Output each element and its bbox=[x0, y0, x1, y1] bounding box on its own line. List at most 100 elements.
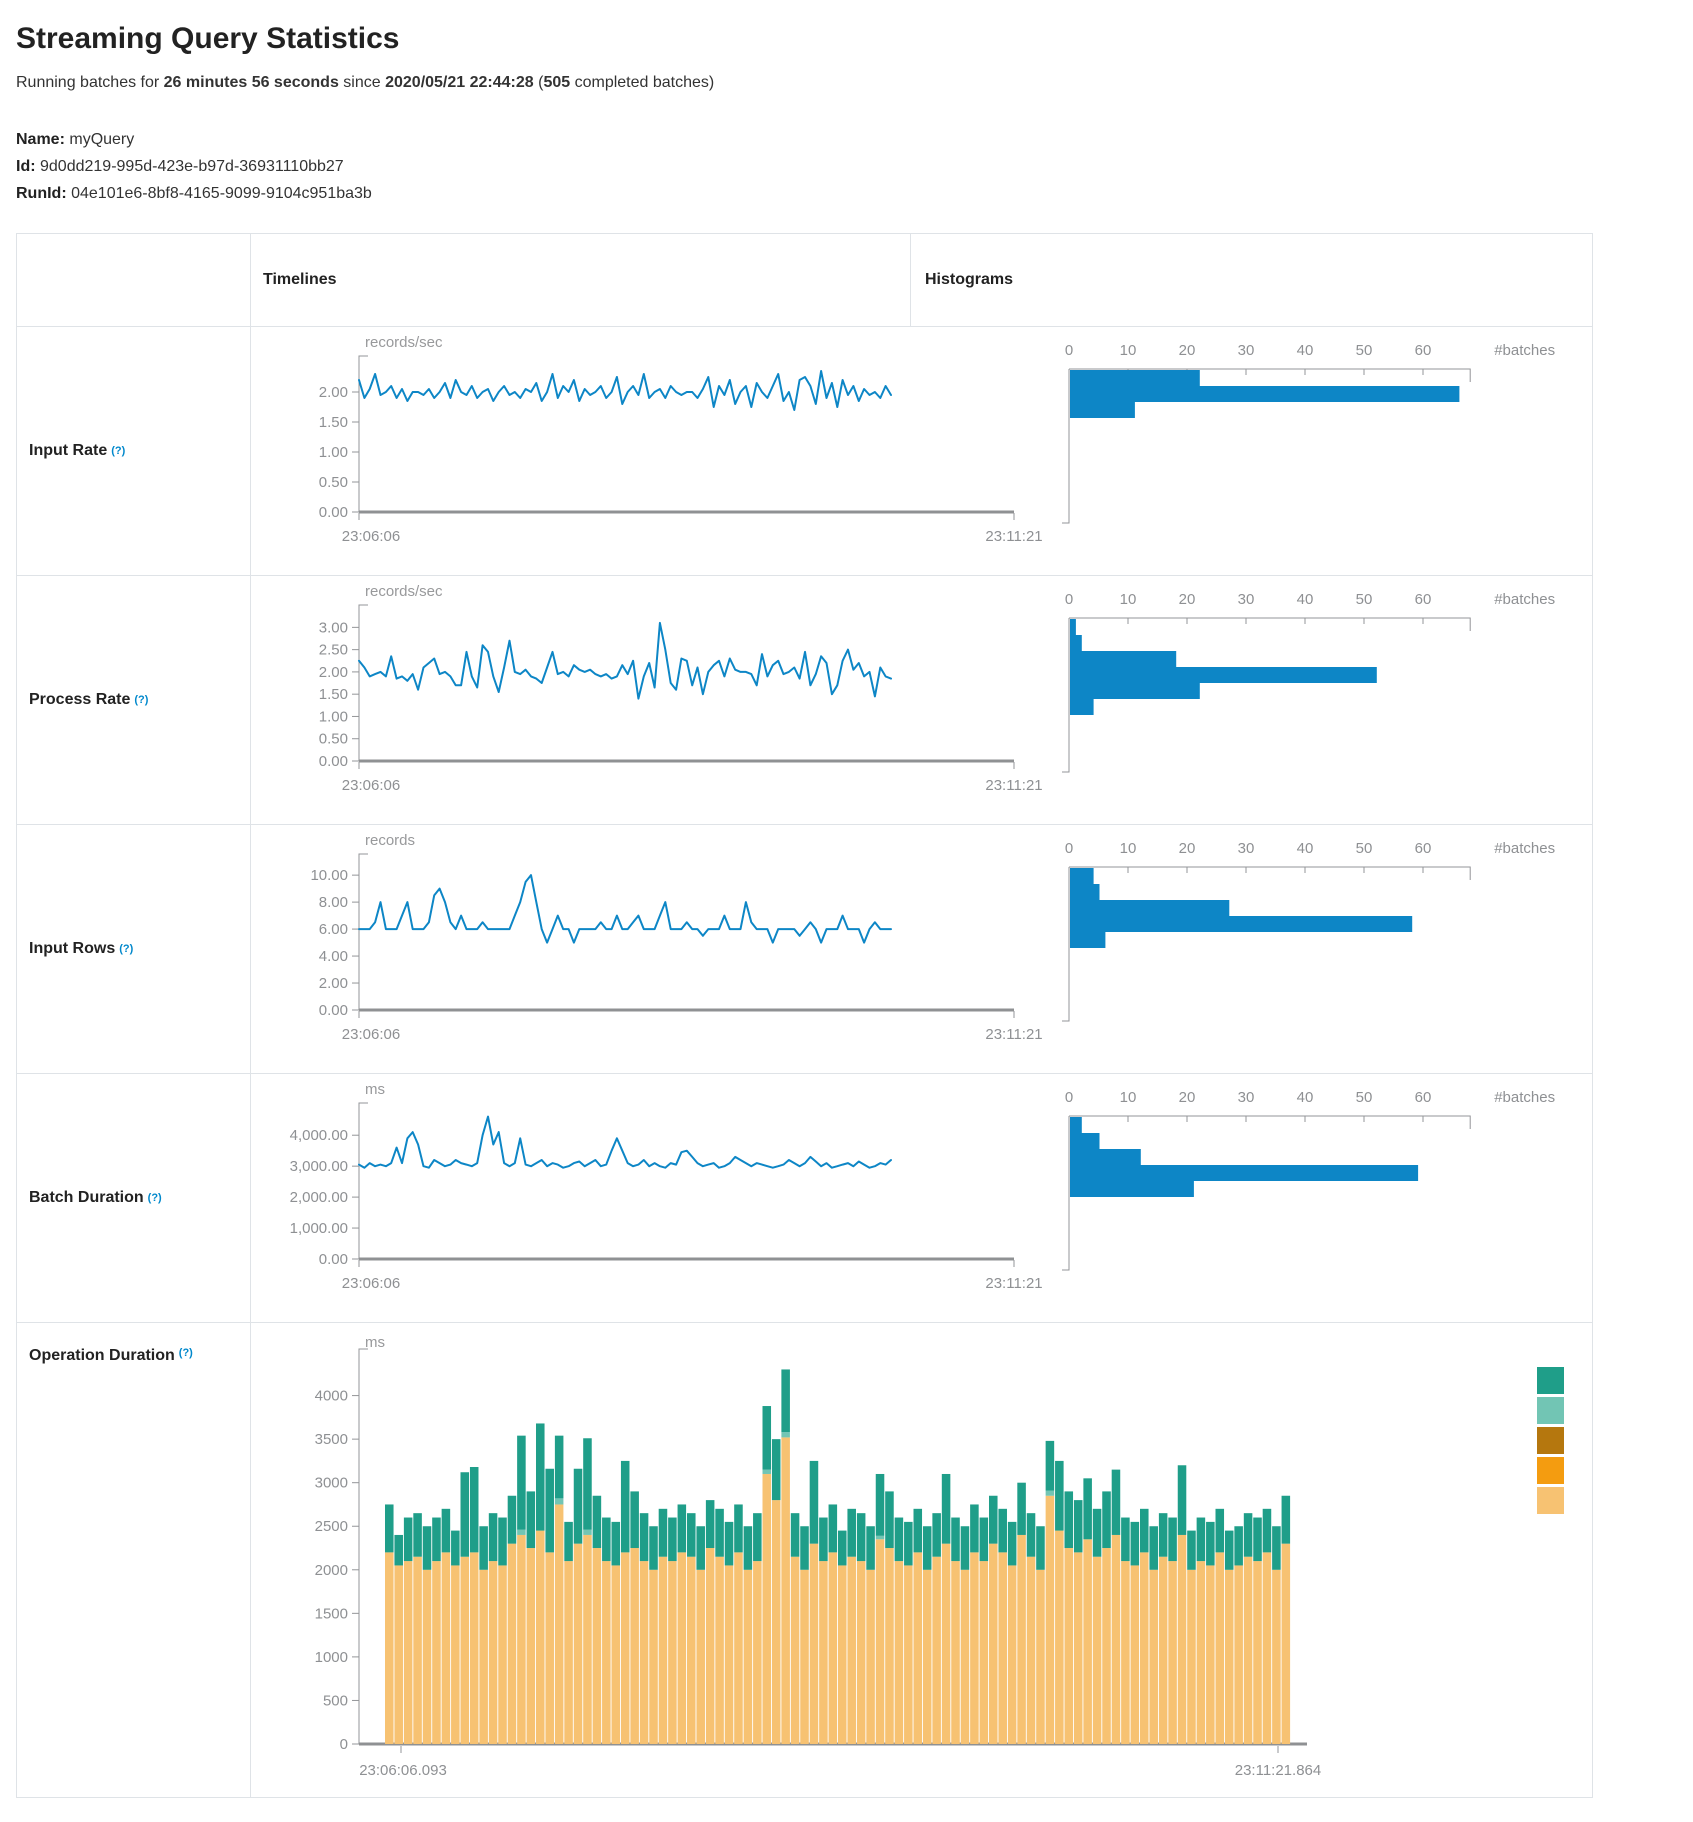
summary-batch-count: 505 bbox=[543, 74, 571, 91]
svg-text:2.00: 2.00 bbox=[319, 384, 348, 401]
table-header-row: Timelines Histograms bbox=[17, 234, 1592, 327]
table-row-process-rate: Process Rate (?) records/sec 0.00 0.50 1.00 1… bbox=[17, 576, 1592, 825]
svg-text:40: 40 bbox=[1297, 840, 1314, 857]
metric-label-text: Operation Duration bbox=[29, 1347, 175, 1364]
svg-text:4.00: 4.00 bbox=[319, 948, 348, 965]
query-id-value: 9d0dd219-995d-423e-b97d-36931110bb27 bbox=[40, 158, 344, 175]
query-runid-line: RunId: 04e101e6-8bf8-4165-9099-9104c951b… bbox=[16, 180, 1677, 207]
query-name-label: Name: bbox=[16, 131, 65, 148]
svg-text:23:11:21: 23:11:21 bbox=[985, 777, 1042, 794]
svg-text:23:11:21: 23:11:21 bbox=[985, 1026, 1042, 1043]
legend-swatch bbox=[1537, 1397, 1564, 1424]
svg-text:30: 30 bbox=[1238, 591, 1255, 608]
query-runid-label: RunId: bbox=[16, 185, 67, 202]
svg-text:#batches: #batches bbox=[1494, 342, 1555, 359]
metric-label-text: Input Rows bbox=[29, 940, 116, 957]
svg-text:1.50: 1.50 bbox=[319, 686, 348, 703]
help-icon[interactable]: (?) bbox=[134, 694, 149, 706]
metric-label-text: Input Rate bbox=[29, 442, 108, 459]
svg-text:23:06:06: 23:06:06 bbox=[342, 528, 400, 545]
summary-suffix: completed batches) bbox=[570, 74, 715, 91]
svg-text:23:06:06: 23:06:06 bbox=[342, 1026, 400, 1043]
metric-label-operation-duration: Operation Duration (?) bbox=[17, 1323, 251, 1797]
svg-text:3500: 3500 bbox=[315, 1431, 348, 1448]
svg-text:0.00: 0.00 bbox=[319, 753, 348, 770]
legend-swatch bbox=[1537, 1427, 1564, 1454]
svg-text:ms: ms bbox=[365, 1334, 385, 1351]
running-batches-summary: Running batches for 26 minutes 56 second… bbox=[16, 74, 1677, 92]
svg-text:20: 20 bbox=[1179, 840, 1196, 857]
svg-text:23:06:06: 23:06:06 bbox=[342, 777, 400, 794]
svg-text:20: 20 bbox=[1179, 591, 1196, 608]
header-histograms: Histograms bbox=[925, 271, 1014, 288]
svg-text:records/sec: records/sec bbox=[365, 583, 443, 600]
query-meta: Name: myQuery Id: 9d0dd219-995d-423e-b97… bbox=[16, 126, 1677, 207]
svg-text:50: 50 bbox=[1356, 1089, 1373, 1106]
svg-text:50: 50 bbox=[1356, 342, 1373, 359]
svg-text:23:11:21.864: 23:11:21.864 bbox=[1235, 1762, 1321, 1779]
svg-text:50: 50 bbox=[1356, 840, 1373, 857]
svg-text:0.00: 0.00 bbox=[319, 504, 348, 521]
svg-text:1.50: 1.50 bbox=[319, 414, 348, 431]
legend-swatch bbox=[1537, 1367, 1564, 1394]
header-metric-cell bbox=[17, 234, 251, 326]
svg-text:#batches: #batches bbox=[1494, 1089, 1555, 1106]
svg-text:0.00: 0.00 bbox=[319, 1251, 348, 1268]
operation-duration-chart: ms 0 500 1000 1500 2000 2500 3000 3500 4000 23:06:… bbox=[315, 1334, 1322, 1779]
svg-text:40: 40 bbox=[1297, 342, 1314, 359]
help-icon[interactable]: (?) bbox=[111, 445, 126, 457]
svg-text:0.00: 0.00 bbox=[319, 1002, 348, 1019]
svg-text:0: 0 bbox=[1065, 591, 1073, 608]
chart-cell-batch-duration: ms 0.00 1,000.00 2,000.00 3,000.00 4,000.00 23… bbox=[251, 1074, 1592, 1322]
table-row-input-rate: Input Rate (?) records/sec 0.00 0.50 1.00 1.5… bbox=[17, 327, 1592, 576]
help-icon[interactable]: (?) bbox=[178, 1347, 193, 1359]
query-id-label: Id: bbox=[16, 158, 36, 175]
svg-text:1.00: 1.00 bbox=[319, 444, 348, 461]
svg-text:1.00: 1.00 bbox=[319, 708, 348, 725]
svg-text:40: 40 bbox=[1297, 1089, 1314, 1106]
svg-text:records: records bbox=[365, 832, 415, 849]
input-rows-charts: records 0.00 2.00 4.00 6.00 8.00 10.00 23:06:06… bbox=[310, 832, 1555, 1043]
svg-text:2.50: 2.50 bbox=[319, 642, 348, 659]
svg-text:4,000.00: 4,000.00 bbox=[290, 1127, 348, 1144]
chart-cell-input-rate: records/sec 0.00 0.50 1.00 1.50 2.00 23:06:06 2… bbox=[251, 327, 1592, 575]
svg-text:10: 10 bbox=[1120, 591, 1137, 608]
chart-cell-input-rows: records 0.00 2.00 4.00 6.00 8.00 10.00 23:06:06… bbox=[251, 825, 1592, 1073]
table-row-input-rows: Input Rows (?) records 0.00 2.00 4.00 6.00 8.0… bbox=[17, 825, 1592, 1074]
summary-prefix: Running batches for bbox=[16, 74, 164, 91]
svg-text:500: 500 bbox=[323, 1692, 348, 1709]
help-icon[interactable]: (?) bbox=[147, 1192, 162, 1204]
svg-text:0: 0 bbox=[340, 1736, 348, 1753]
metric-label-text: Process Rate bbox=[29, 691, 131, 708]
svg-text:#batches: #batches bbox=[1494, 840, 1555, 857]
svg-text:3000: 3000 bbox=[315, 1475, 348, 1492]
svg-text:50: 50 bbox=[1356, 591, 1373, 608]
query-runid-value: 04e101e6-8bf8-4165-9099-9104c951ba3b bbox=[71, 185, 372, 202]
page-title: Streaming Query Statistics bbox=[16, 22, 400, 55]
svg-text:23:11:21: 23:11:21 bbox=[985, 528, 1042, 545]
svg-text:23:06:06: 23:06:06 bbox=[342, 1275, 400, 1292]
svg-text:3,000.00: 3,000.00 bbox=[290, 1158, 348, 1175]
svg-text:30: 30 bbox=[1238, 1089, 1255, 1106]
process-rate-charts: records/sec 0.00 0.50 1.00 1.50 2.00 2.50 3.00 2… bbox=[319, 583, 1555, 794]
svg-text:20: 20 bbox=[1179, 342, 1196, 359]
svg-text:2000: 2000 bbox=[315, 1562, 348, 1579]
svg-text:60: 60 bbox=[1415, 840, 1432, 857]
summary-paren: ( bbox=[533, 74, 544, 91]
batch-duration-charts: ms 0.00 1,000.00 2,000.00 3,000.00 4,000.00 23… bbox=[290, 1081, 1555, 1292]
svg-text:30: 30 bbox=[1238, 342, 1255, 359]
metric-label-text: Batch Duration bbox=[29, 1189, 144, 1206]
svg-text:60: 60 bbox=[1415, 342, 1432, 359]
svg-text:#batches: #batches bbox=[1494, 591, 1555, 608]
help-icon[interactable]: (?) bbox=[119, 943, 134, 955]
svg-text:8.00: 8.00 bbox=[319, 894, 348, 911]
svg-text:40: 40 bbox=[1297, 591, 1314, 608]
svg-text:1000: 1000 bbox=[315, 1649, 348, 1666]
input-rate-charts: records/sec 0.00 0.50 1.00 1.50 2.00 23:06:06 2… bbox=[319, 334, 1555, 545]
statistics-table: Timelines Histograms Input Rate (?) recor… bbox=[16, 233, 1593, 1798]
svg-text:ms: ms bbox=[365, 1081, 385, 1098]
query-name-value: myQuery bbox=[69, 131, 135, 148]
metric-label-process-rate: Process Rate (?) bbox=[17, 576, 251, 824]
svg-text:2.00: 2.00 bbox=[319, 664, 348, 681]
